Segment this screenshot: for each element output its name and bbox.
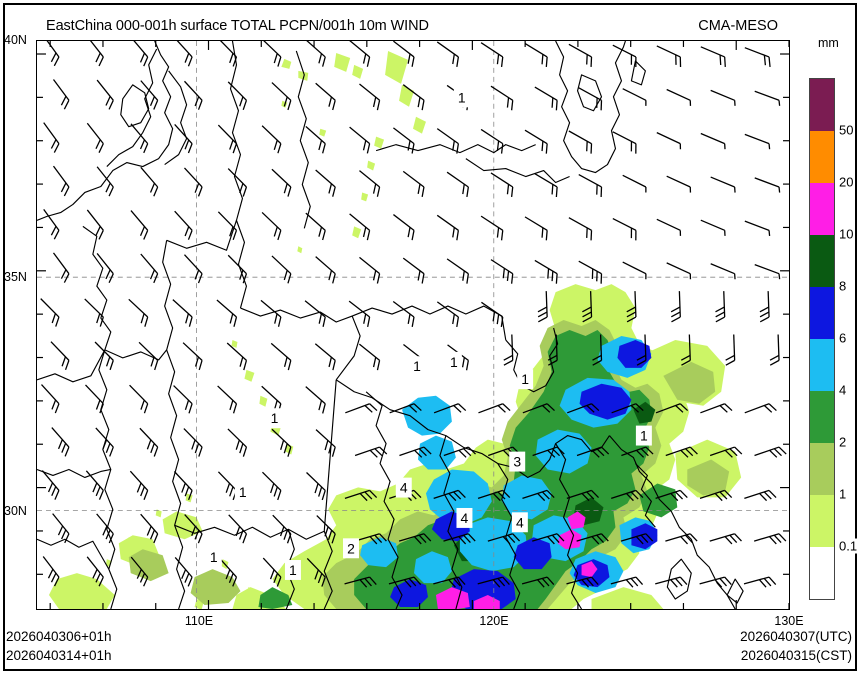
x-tick-110e: 110E: [184, 614, 214, 628]
footer-valid-times: 2026040307(UTC) 2026040315(CST): [740, 627, 852, 665]
svg-text:1: 1: [450, 354, 458, 370]
colorbar-tick-8: 8: [838, 278, 848, 294]
svg-text:3: 3: [513, 454, 521, 470]
colorbar-unit-label: mm: [818, 36, 839, 50]
colorbar-cell-6-8: [810, 287, 834, 339]
contour-label-1: 1: [284, 560, 301, 580]
footer-init-times: 2026040306+01h 2026040314+01h: [6, 627, 112, 665]
colorbar-tick-20: 20: [838, 174, 855, 190]
contour-label-1: 1: [635, 425, 652, 446]
colorbar-cell-50+: [810, 79, 834, 131]
svg-text:1: 1: [239, 484, 247, 500]
colorbar-cell-20-50: [810, 131, 834, 183]
y-tick-30n: 30N: [4, 504, 27, 518]
svg-text:1: 1: [289, 562, 297, 578]
precip-peak-magenta: [435, 587, 470, 609]
contour-labels: 1 1 1 1 1 1 1 1 1 4 4 4 2 3: [205, 87, 652, 580]
colorbar-cell-0.1-1: [810, 495, 834, 547]
contour-label-4: 4: [395, 477, 412, 498]
x-tick-120e: 120E: [479, 614, 509, 628]
colorbar-cell-0-0.1: [810, 547, 834, 599]
colorbar-cell-1-2: [810, 443, 834, 495]
colorbar-tick-6: 6: [838, 330, 848, 346]
contour-label-1: 1: [517, 369, 534, 390]
chart-outer-frame: [3, 3, 857, 671]
contour-label-1: 1: [234, 481, 251, 502]
precip-shading: [48, 50, 742, 609]
map-canvas: 1 1 1 1 1 1 1 1 1 4 4 4 2 3: [37, 41, 789, 609]
axis-ticks: [37, 41, 789, 609]
page-title: EastChina 000-001h surface TOTAL PCPN/00…: [46, 18, 429, 34]
colorbar-tick-1: 1: [838, 486, 848, 502]
colorbar-cell-4-6: [810, 339, 834, 391]
contour-label-1: 1: [445, 351, 462, 372]
svg-text:1: 1: [521, 371, 529, 387]
svg-text:1: 1: [271, 410, 279, 426]
colorbar-cell-2-4: [810, 391, 834, 443]
map-plot-area[interactable]: 1 1 1 1 1 1 1 1 1 4 4 4 2 3: [36, 40, 790, 610]
contour-label-4: 4: [456, 507, 473, 528]
svg-text:2: 2: [347, 540, 355, 556]
svg-text:4: 4: [516, 514, 524, 530]
colorbar-cell-8-10: [810, 235, 834, 287]
model-label: CMA-MESO: [698, 18, 778, 34]
footer-valid-utc: 2026040307(UTC): [740, 629, 852, 644]
svg-text:1: 1: [413, 358, 421, 374]
colorbar-tick-4: 4: [838, 382, 848, 398]
colorbar-tick-0.1: 0.1: [838, 538, 859, 554]
footer-init-cst: 2026040314+01h: [6, 648, 112, 663]
svg-text:1: 1: [210, 549, 218, 565]
colorbar-tick-2: 2: [838, 434, 848, 450]
colorbar-tick-10: 10: [838, 226, 855, 242]
y-tick-35n: 35N: [4, 270, 27, 284]
svg-text:1: 1: [458, 89, 466, 105]
contour-label-1: 1: [205, 547, 222, 567]
contour-label-2: 2: [343, 538, 359, 559]
x-tick-130e: 130E: [774, 614, 804, 628]
contour-label-1: 1: [453, 87, 470, 108]
colorbar[interactable]: [809, 78, 835, 600]
colorbar-cell-10-20: [810, 183, 834, 235]
y-tick-40n: 40N: [4, 33, 27, 47]
contour-label-3: 3: [509, 451, 526, 472]
colorbar-tick-50: 50: [838, 122, 855, 138]
contour-label-1: 1: [266, 408, 283, 429]
svg-text:4: 4: [400, 480, 408, 496]
svg-text:4: 4: [461, 510, 469, 526]
contour-label-1: 1: [408, 356, 425, 377]
footer-valid-cst: 2026040315(CST): [740, 648, 852, 663]
svg-text:1: 1: [640, 428, 648, 444]
footer-init-utc: 2026040306+01h: [6, 629, 112, 644]
contour-label-4: 4: [511, 512, 528, 533]
